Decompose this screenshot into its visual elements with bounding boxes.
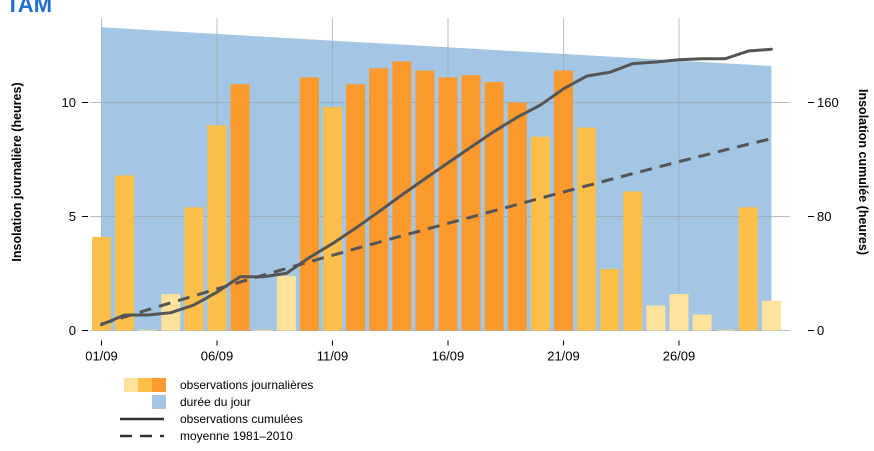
lines-group: [100, 47, 773, 327]
day-length-area: [101, 27, 772, 331]
legend-label-normal: moyenne 1981–2010: [180, 429, 293, 443]
legend-swatch-level2: [138, 378, 152, 392]
daily-bars-group: [92, 61, 781, 331]
daily-bar: [184, 207, 204, 331]
daily-bar: [207, 125, 227, 331]
y-axis-left-title: Insolation journalière (heures): [10, 82, 24, 261]
y-tick-label-left: 0: [69, 323, 76, 338]
daily-bar: [761, 300, 781, 331]
x-tick-label: 01/09: [85, 349, 118, 364]
x-tick-label: 06/09: [201, 349, 234, 364]
daily-bar: [346, 84, 366, 331]
y-tick-label-left: 5: [69, 209, 76, 224]
daily-bar: [530, 136, 550, 331]
daily-bar: [554, 70, 573, 331]
y-tick-label-right: 0: [817, 323, 824, 338]
daily-bar: [577, 127, 597, 331]
daily-bar: [276, 275, 296, 331]
daily-bar: [738, 207, 758, 331]
legend-label-daily: observations journalières: [180, 378, 313, 392]
cumulative-line: [100, 47, 773, 327]
legend: observations journalières durée du jour …: [120, 378, 313, 443]
legend-swatch-level3: [152, 378, 166, 392]
daily-bar: [669, 294, 689, 331]
x-tick-label: 16/09: [432, 349, 465, 364]
day-length-area-group: [101, 27, 772, 331]
legend-label-cumulative: observations cumulées: [180, 412, 303, 426]
y-axis-right-title: Insolation cumulée (heures): [856, 89, 870, 255]
page-title: TAM: [6, 0, 52, 17]
daily-bar: [484, 81, 504, 331]
y-tick-label-left: 10: [62, 95, 76, 110]
daily-bar: [323, 107, 342, 331]
x-tick-label: 26/09: [663, 349, 696, 364]
daily-bar: [115, 175, 135, 331]
x-tick-label: 11/09: [317, 349, 349, 364]
daily-bar: [299, 77, 319, 331]
daily-bar: [507, 102, 527, 331]
daily-bar: [415, 70, 435, 331]
y-tick-label-right: 160: [817, 95, 839, 110]
daily-bar: [253, 329, 273, 331]
x-tick-label: 21/09: [547, 349, 580, 364]
daily-bar: [600, 268, 620, 331]
legend-swatch-level1: [124, 378, 138, 392]
daily-bar: [92, 237, 111, 331]
daily-bar: [438, 77, 458, 331]
legend-label-daylength: durée du jour: [180, 395, 251, 409]
axes-group: 0 5 10 0 80 160 01/09 06/09 11/09 16/09 21/09 26/09: [62, 95, 839, 364]
daily-bar: [623, 191, 643, 331]
daily-bar: [692, 314, 712, 331]
daily-bar: [715, 329, 735, 331]
y-tick-label-right: 80: [817, 209, 831, 224]
normal-line: [101, 137, 772, 326]
daily-bar: [230, 84, 250, 331]
daily-bar: [138, 329, 158, 331]
daily-bar: [646, 305, 666, 331]
legend-swatch-daylength: [152, 395, 166, 409]
daily-bar: [461, 75, 481, 331]
daily-bar: [369, 68, 389, 331]
